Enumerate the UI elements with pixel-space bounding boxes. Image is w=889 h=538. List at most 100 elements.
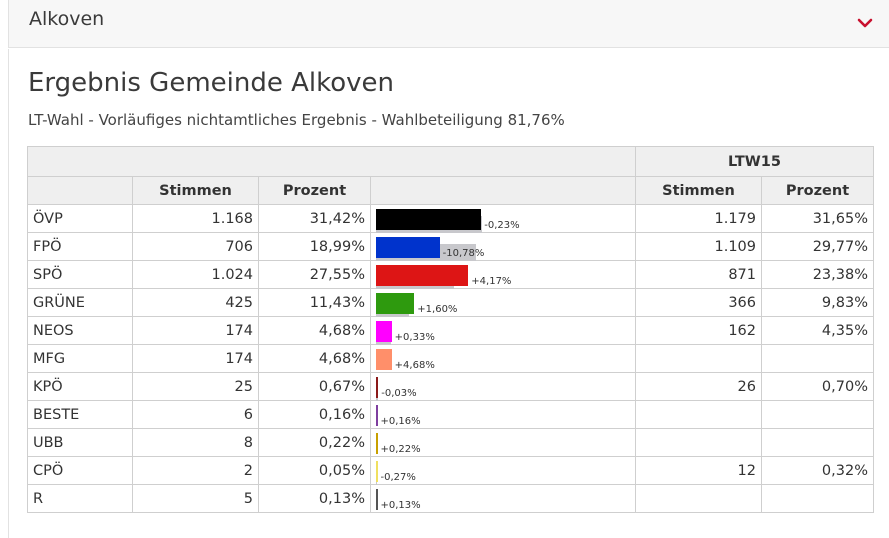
table-row: GRÜNE 425 11,43% +1,60% 366 9,83% — [27, 288, 874, 317]
previous-votes-value: 366 — [635, 288, 762, 317]
header-prev-stimmen: Stimmen — [635, 176, 762, 205]
change-label: +0,16% — [380, 416, 421, 427]
bar-cell: +0,16% — [370, 400, 636, 429]
bar-cell: -0,23% — [370, 204, 636, 233]
percent-value: 0,05% — [258, 456, 371, 485]
party-name: UBB — [27, 428, 133, 457]
party-name: SPÖ — [27, 260, 133, 289]
percent-value: 31,42% — [258, 204, 371, 233]
percent-value: 11,43% — [258, 288, 371, 317]
previous-votes-value — [635, 400, 762, 429]
percent-value: 0,22% — [258, 428, 371, 457]
table-row: FPÖ 706 18,99% -10,78% 1.109 29,77% — [27, 232, 874, 261]
party-name: GRÜNE — [27, 288, 133, 317]
header-prev-prozent: Prozent — [761, 176, 874, 205]
results-table: LTW15 Stimmen Prozent Stimmen Prozent ÖV… — [27, 146, 874, 513]
previous-percent-value: 0,32% — [761, 456, 874, 485]
votes-value: 706 — [132, 232, 259, 261]
votes-value: 25 — [132, 372, 259, 401]
previous-votes-value — [635, 428, 762, 457]
previous-votes-value: 12 — [635, 456, 762, 485]
previous-votes-value: 1.109 — [635, 232, 762, 261]
page-title: Ergebnis Gemeinde Alkoven — [28, 68, 395, 98]
change-label: -0,03% — [381, 388, 417, 399]
percent-value: 0,13% — [258, 484, 371, 513]
votes-value: 425 — [132, 288, 259, 317]
votes-value: 174 — [132, 344, 259, 373]
previous-percent-value: 23,38% — [761, 260, 874, 289]
result-bar — [376, 349, 392, 370]
page-subtitle: LT-Wahl - Vorläufiges nichtamtliches Erg… — [28, 111, 565, 129]
table-header-row: Stimmen Prozent Stimmen Prozent — [27, 176, 874, 205]
change-label: -0,23% — [484, 220, 520, 231]
result-bar — [376, 405, 378, 426]
bar-cell: -10,78% — [370, 232, 636, 261]
result-bar — [376, 237, 440, 258]
previous-percent-value: 31,65% — [761, 204, 874, 233]
result-bar — [376, 489, 378, 510]
party-name: ÖVP — [27, 204, 133, 233]
bar-cell: +0,13% — [370, 484, 636, 513]
section-header[interactable]: Alkoven — [8, 0, 889, 48]
table-row: KPÖ 25 0,67% -0,03% 26 0,70% — [27, 372, 874, 401]
votes-value: 1.024 — [132, 260, 259, 289]
previous-votes-value — [635, 484, 762, 513]
bar-cell: +0,22% — [370, 428, 636, 457]
percent-value: 27,55% — [258, 260, 371, 289]
table-header-group-row: LTW15 — [27, 146, 874, 177]
party-name: KPÖ — [27, 372, 133, 401]
change-label: +4,68% — [394, 360, 435, 371]
header-prozent: Prozent — [258, 176, 371, 205]
table-row: BESTE 6 0,16% +0,16% — [27, 400, 874, 429]
result-bar — [376, 265, 469, 286]
previous-votes-value: 1.179 — [635, 204, 762, 233]
result-bar — [376, 321, 392, 342]
previous-percent-value — [761, 428, 874, 457]
header-party — [27, 176, 133, 205]
previous-percent-value — [761, 484, 874, 513]
party-name: MFG — [27, 344, 133, 373]
previous-percent-value — [761, 344, 874, 373]
previous-percent-value: 4,35% — [761, 316, 874, 345]
previous-percent-value — [761, 400, 874, 429]
votes-value: 1.168 — [132, 204, 259, 233]
previous-percent-value: 9,83% — [761, 288, 874, 317]
change-label: +0,22% — [380, 444, 421, 455]
party-name: FPÖ — [27, 232, 133, 261]
bar-cell: +4,68% — [370, 344, 636, 373]
table-row: SPÖ 1.024 27,55% +4,17% 871 23,38% — [27, 260, 874, 289]
bar-cell: +0,33% — [370, 316, 636, 345]
header-stimmen: Stimmen — [132, 176, 259, 205]
party-name: R — [27, 484, 133, 513]
table-row: R 5 0,13% +0,13% — [27, 484, 874, 513]
change-label: +4,17% — [471, 276, 512, 287]
percent-value: 18,99% — [258, 232, 371, 261]
percent-value: 0,67% — [258, 372, 371, 401]
party-name: NEOS — [27, 316, 133, 345]
votes-value: 2 — [132, 456, 259, 485]
table-row: MFG 174 4,68% +4,68% — [27, 344, 874, 373]
previous-votes-value: 162 — [635, 316, 762, 345]
table-row: UBB 8 0,22% +0,22% — [27, 428, 874, 457]
bar-cell: +4,17% — [370, 260, 636, 289]
bar-cell: -0,03% — [370, 372, 636, 401]
change-label: +1,60% — [417, 304, 458, 315]
percent-value: 4,68% — [258, 316, 371, 345]
percent-value: 0,16% — [258, 400, 371, 429]
change-label: -0,27% — [380, 472, 416, 483]
previous-votes-value: 26 — [635, 372, 762, 401]
previous-percent-value: 29,77% — [761, 232, 874, 261]
previous-votes-value — [635, 344, 762, 373]
party-name: BESTE — [27, 400, 133, 429]
bar-cell: +1,60% — [370, 288, 636, 317]
result-bar — [376, 293, 415, 314]
votes-value: 5 — [132, 484, 259, 513]
header-spacer — [27, 146, 636, 177]
table-row: ÖVP 1.168 31,42% -0,23% 1.179 31,65% — [27, 204, 874, 233]
result-bar — [376, 377, 379, 398]
votes-value: 174 — [132, 316, 259, 345]
chevron-down-icon[interactable] — [855, 13, 875, 33]
change-label: -10,78% — [442, 248, 485, 259]
header-bar — [370, 176, 636, 205]
header-ltw15: LTW15 — [635, 146, 874, 177]
